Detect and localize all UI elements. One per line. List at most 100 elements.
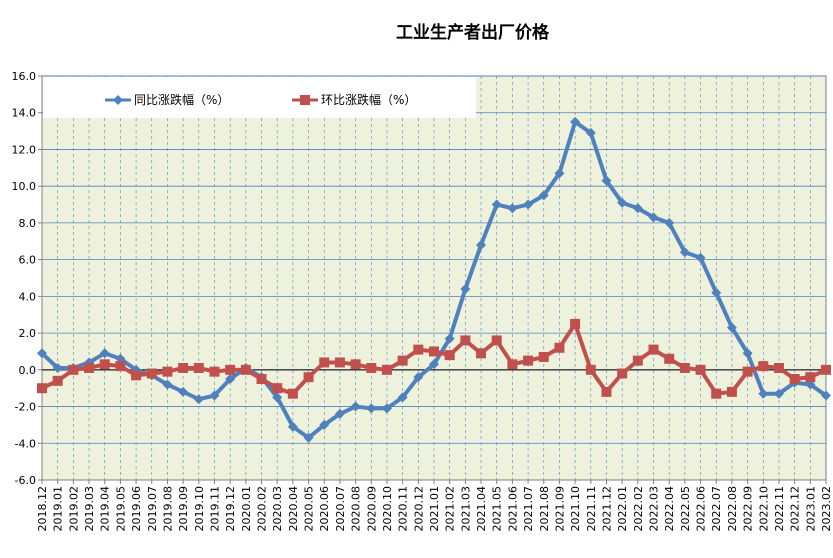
data-point (99, 359, 110, 370)
data-point (491, 199, 502, 210)
x-tick-label: 2020.04 (287, 486, 300, 532)
data-point (460, 284, 471, 295)
x-tick-label: 2020.09 (365, 486, 378, 532)
x-tick-label: 2019.10 (193, 486, 206, 532)
y-tick-label: 16.0 (12, 70, 37, 83)
y-tick-label: 6.0 (19, 254, 37, 267)
y-tick-label: 10.0 (12, 180, 37, 193)
x-tick-label: 2021.10 (569, 486, 582, 532)
x-tick-label: 2022.04 (663, 486, 676, 532)
data-point (507, 203, 518, 214)
data-point (444, 350, 455, 361)
data-point (131, 370, 142, 381)
data-point (601, 175, 612, 186)
x-tick-label: 2020.07 (334, 486, 347, 532)
x-tick-label: 2019.01 (52, 486, 65, 532)
data-point (679, 362, 690, 373)
data-point (538, 351, 549, 362)
y-tick-label: 2.0 (19, 327, 37, 340)
legend-box (43, 77, 476, 118)
data-point (319, 357, 330, 368)
x-tick-label: 2022.10 (757, 486, 770, 532)
x-tick-label: 2019.03 (83, 486, 96, 532)
series-layer (37, 116, 831, 443)
data-point (773, 362, 784, 373)
x-tick-label: 2021.08 (538, 486, 551, 532)
data-point (429, 346, 439, 357)
data-point (162, 379, 173, 390)
x-tick-label: 2020.12 (412, 486, 425, 532)
x-tick-label: 2020.02 (256, 486, 269, 532)
x-tick-label: 2022.12 (789, 486, 802, 532)
data-point (193, 362, 204, 373)
data-point (115, 361, 126, 372)
y-tick-label: -6.0 (15, 474, 36, 487)
y-tick-label: 0.0 (19, 364, 37, 377)
x-tick-label: 2019.12 (224, 486, 237, 532)
data-point (648, 212, 659, 223)
data-point (570, 318, 581, 329)
data-point (821, 390, 831, 401)
x-tick-label: 2019.02 (67, 486, 80, 532)
x-tick-label: 2023.02 (820, 486, 833, 532)
x-tick-label: 2021.11 (585, 486, 598, 532)
x-tick-label: 2021.02 (444, 486, 457, 532)
data-point (146, 368, 157, 379)
data-point (52, 362, 63, 373)
data-point (523, 199, 534, 210)
data-point (209, 390, 220, 401)
data-point (193, 394, 204, 405)
x-tick-label: 2020.06 (318, 486, 331, 532)
data-point (523, 355, 534, 366)
y-tick-label: 12.0 (12, 143, 37, 156)
legend-marker (113, 95, 123, 105)
x-tick-label: 2019.05 (114, 486, 127, 532)
data-point (287, 388, 298, 399)
series-2 (37, 318, 831, 399)
data-point (272, 392, 283, 403)
x-tick-label: 2019.06 (130, 486, 143, 532)
data-point (303, 432, 314, 443)
y-tick-label: 8.0 (19, 217, 37, 230)
data-point (711, 388, 722, 399)
data-point (742, 366, 753, 377)
data-point (507, 359, 518, 370)
x-tick-label: 2018.12 (36, 486, 49, 532)
x-tick-label: 2021.06 (506, 486, 519, 532)
y-tick-label: 4.0 (19, 290, 37, 303)
data-point (178, 362, 189, 373)
data-point (84, 362, 95, 373)
data-point (99, 348, 110, 359)
x-tick-label: 2020.01 (240, 486, 253, 532)
x-tick-label: 2020.08 (350, 486, 363, 532)
data-point (444, 333, 455, 344)
data-point (664, 353, 675, 364)
x-tick-label: 2021.09 (553, 486, 566, 532)
data-point (476, 348, 487, 359)
data-point (303, 372, 314, 383)
data-point (397, 392, 408, 403)
data-point (381, 403, 392, 414)
gridlines (41, 75, 827, 481)
data-point (648, 344, 659, 355)
x-tick-label: 2021.03 (459, 486, 472, 532)
data-point (695, 252, 706, 263)
data-point (287, 421, 298, 432)
legend-label: 环比涨跌幅（%） (321, 92, 416, 107)
data-point (726, 386, 737, 397)
x-tick-label: 2019.08 (161, 486, 174, 532)
data-point (789, 374, 800, 384)
data-point (240, 364, 251, 375)
data-point (37, 383, 47, 394)
x-tick-label: 2022.08 (726, 486, 739, 532)
legend-label: 同比涨跌幅（%） (134, 92, 229, 107)
data-point (711, 287, 722, 298)
data-point (37, 348, 47, 359)
data-point (585, 127, 596, 138)
data-point (538, 190, 549, 201)
x-tick-label: 2022.07 (710, 486, 723, 532)
data-point (491, 335, 502, 346)
x-tick-label: 2020.03 (271, 486, 284, 532)
x-tick-label: 2023.01 (804, 486, 817, 532)
